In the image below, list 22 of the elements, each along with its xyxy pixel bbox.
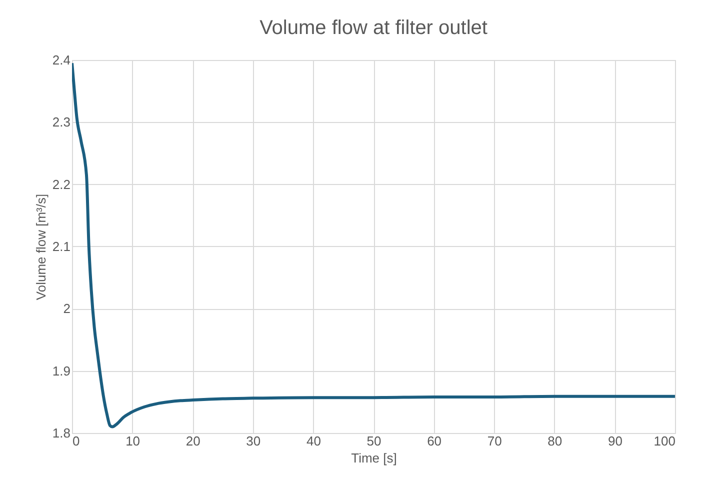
y-tick-label: 1.9 [52,363,70,378]
x-tick-label: 100 [654,434,676,448]
y-axis-title: Volume flow [m³/s] [33,194,48,300]
y-tick-label: 2.2 [52,176,70,192]
x-axis-title: Time [s] [351,450,397,466]
x-tick-label: 0 [72,434,80,448]
x-tick-label: 10 [126,434,140,448]
x-tick-label: 30 [246,434,261,448]
y-tick-label: 2.1 [52,239,70,254]
x-tick-label: 60 [427,434,442,448]
chart-title: Volume flow at filter outlet [260,17,488,39]
line-series [72,62,675,428]
y-tick-label: 2 [63,301,70,316]
x-tick-label: 40 [306,434,321,448]
x-tick-label: 20 [186,434,200,448]
y-tick-label: 2.3 [52,114,70,130]
x-tick-label: 70 [487,434,502,448]
x-tick-label: 90 [608,434,622,448]
y-tick-label: 2.4 [52,52,70,68]
y-tick-label: 1.8 [52,426,70,440]
x-tick-label: 80 [548,434,562,448]
x-tick-label: 50 [366,434,382,448]
